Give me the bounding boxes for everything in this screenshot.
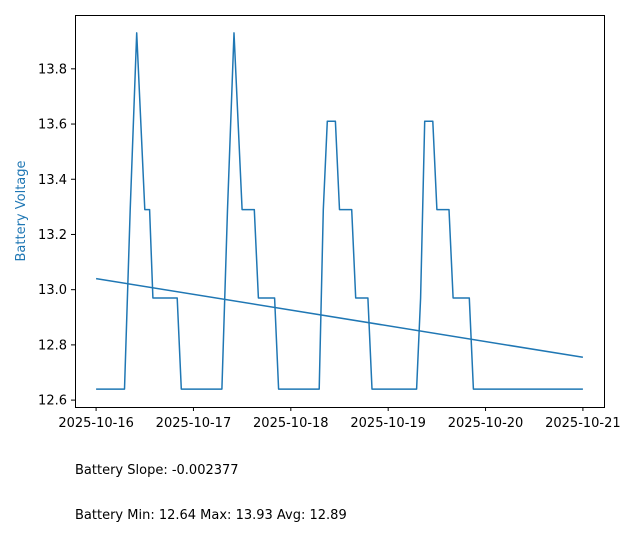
stats-text: Battery Slope: -0.002377 Battery Min: 12… (75, 433, 347, 538)
plot-lines (95, 32, 584, 390)
battery-voltage-chart: 2025-10-16 2025-10-17 2025-10-18 2025-10-19… (14, 15, 621, 430)
y-tick-label: 13.4 (38, 173, 67, 188)
x-tick-label: 2025-10-21 (545, 416, 621, 430)
trend-line (95, 277, 584, 359)
battery-slope-text: Battery Slope: -0.002377 (75, 463, 239, 478)
y-tick-label: 13.8 (38, 62, 67, 77)
y-tick-label: 13.6 (38, 118, 67, 133)
y-axis: 12.6 12.8 13.0 13.2 13.4 13.6 13.8 (38, 62, 75, 409)
battery-voltage-line (96, 32, 583, 390)
y-axis-label: Battery Voltage (14, 160, 29, 261)
x-axis: 2025-10-16 2025-10-17 2025-10-18 2025-10-19… (58, 407, 621, 430)
x-tick-label: 2025-10-17 (156, 416, 232, 430)
y-tick-label: 12.8 (38, 338, 67, 353)
y-tick-label: 12.6 (38, 394, 67, 409)
y-tick-label: 13.0 (38, 283, 67, 298)
battery-min-max-avg-text: Battery Min: 12.64 Max: 13.93 Avg: 12.89 (75, 508, 347, 523)
y-tick-label: 13.2 (38, 228, 67, 243)
x-tick-label: 2025-10-20 (448, 416, 524, 430)
x-tick-label: 2025-10-16 (58, 416, 134, 430)
x-tick-label: 2025-10-19 (350, 416, 426, 430)
x-tick-label: 2025-10-18 (253, 416, 329, 430)
plot-area-frame (75, 15, 605, 408)
